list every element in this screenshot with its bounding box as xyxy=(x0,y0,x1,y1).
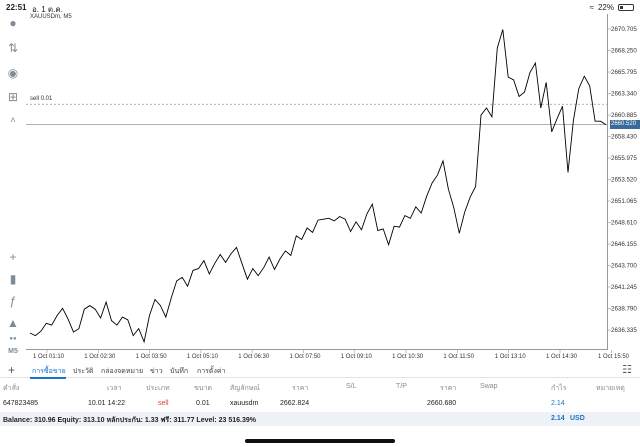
col-open-price: ราคา xyxy=(292,385,309,392)
time-tick-label: 1 Oct 09:10 xyxy=(341,354,373,359)
col-price: ราคา xyxy=(440,385,457,392)
candles-icon[interactable]: ▮ xyxy=(9,272,17,286)
time-tick-label: 1 Oct 14:30 xyxy=(546,354,578,359)
trade-arrows-icon[interactable]: ⇅ xyxy=(7,41,19,55)
price-tick-label: 2638.790 xyxy=(611,306,637,313)
table-row[interactable]: 647823485 10.01 14:22 sell 0.01 xauusdm … xyxy=(0,397,640,411)
col-size: ขนาด xyxy=(194,385,213,392)
balance-profit: 2.14 xyxy=(551,415,565,422)
bottom-tabs: + การซื้อขาย ประวัติ กล่องจดหมาย ข่าว บั… xyxy=(0,362,640,379)
tab-history[interactable]: ประวัติ xyxy=(73,368,94,375)
home-indicator xyxy=(245,439,395,443)
price-tick-label: 2655.975 xyxy=(611,155,637,162)
price-tick-label: 2660.885 xyxy=(611,112,637,119)
price-tick-label: 2651.065 xyxy=(611,198,637,205)
tab-underline xyxy=(30,377,66,379)
price-tick-label: 2668.250 xyxy=(611,48,637,55)
status-date: อ. 1 ต.ค. xyxy=(32,5,63,14)
chart-frame xyxy=(26,14,608,350)
battery-percent: 22% xyxy=(597,3,614,12)
tab-news[interactable]: ข่าว xyxy=(150,368,163,375)
current-price-tag: 2660.520 xyxy=(610,120,640,130)
chevron-up-icon[interactable]: ˄ xyxy=(10,115,16,125)
users-icon[interactable]: ●● xyxy=(9,336,17,342)
price-tick-label: 2665.795 xyxy=(611,69,637,76)
balance-currency: USD xyxy=(570,415,585,422)
price-tick-label: 2663.340 xyxy=(611,91,637,98)
col-time: เวลา xyxy=(107,385,122,392)
battery-level xyxy=(620,6,624,9)
crosshair-icon[interactable]: + xyxy=(9,250,17,264)
price-tick-label: 2636.335 xyxy=(611,327,637,334)
time-tick-label: 1 Oct 06:30 xyxy=(238,354,270,359)
price-tick-label: 2670.705 xyxy=(611,26,637,33)
col-tp: T/P xyxy=(396,383,407,390)
cell-time: 10.01 14:22 xyxy=(88,400,125,407)
balance-summary: Balance: 310.96 Equity: 313.10 หลักประกั… xyxy=(3,417,256,424)
account-icon[interactable]: ● xyxy=(9,16,17,30)
time-tick-label: 1 Oct 10:30 xyxy=(392,354,424,359)
price-tick-label: 2648.610 xyxy=(611,220,637,227)
wifi-icon: ≈ xyxy=(589,3,594,12)
time-tick-label: 1 Oct 15:50 xyxy=(598,354,630,359)
balance-bar: Balance: 310.96 Equity: 313.10 หลักประกั… xyxy=(0,412,640,426)
tab-journal[interactable]: บันทึก xyxy=(170,368,189,375)
col-sl: S/L xyxy=(346,383,357,390)
price-tick-label: 2646.155 xyxy=(611,241,637,248)
col-type: ประเภท xyxy=(146,385,170,392)
col-comment: หมายเหตุ xyxy=(596,385,625,392)
status-time: 22:51 xyxy=(6,3,27,12)
table-header: คำสั่ง เวลา ประเภท ขนาด สัญลักษณ์ ราคา S… xyxy=(0,380,640,394)
cell-type: sell xyxy=(158,400,169,407)
price-tick-label: 2641.245 xyxy=(611,284,637,291)
time-tick-label: 1 Oct 03:50 xyxy=(136,354,168,359)
layout-icon[interactable]: ☷ xyxy=(622,364,632,376)
sell-order-label: sell 0.01 xyxy=(30,96,53,103)
tab-mailbox[interactable]: กล่องจดหมาย xyxy=(101,368,144,375)
col-symbol: สัญลักษณ์ xyxy=(230,385,260,392)
time-tick-label: 1 Oct 11:50 xyxy=(443,354,474,359)
left-toolbar: ● ⇅ ◉ ⊞ ˄ + ▮ ƒ ▲ ●● M5 xyxy=(0,14,26,359)
chart-svg: 2670.705 2668.250 2665.795 2663.340 2660.885… xyxy=(26,26,637,359)
chat-icon[interactable]: ◉ xyxy=(7,66,19,80)
add-icon[interactable]: + xyxy=(8,363,16,377)
col-profit: กำไร xyxy=(551,385,567,392)
time-tick-label: 1 Oct 05:10 xyxy=(187,354,219,359)
status-bar: 22:51 อ. 1 ต.ค. ≈ 22% xyxy=(0,0,640,14)
cell-symbol: xauusdm xyxy=(230,400,259,407)
indicator-icon[interactable]: ƒ xyxy=(9,294,17,308)
battery-icon xyxy=(618,4,634,11)
time-tick-label: 1 Oct 02:30 xyxy=(84,354,116,359)
col-swap: Swap xyxy=(480,383,498,390)
col-order: คำสั่ง xyxy=(3,385,20,392)
price-tick-label: 2643.700 xyxy=(611,263,637,270)
time-tick-label: 1 Oct 07:50 xyxy=(290,354,322,359)
price-series-line xyxy=(29,29,607,344)
price-tick-label: 2653.520 xyxy=(611,177,637,184)
cell-open-price: 2662.824 xyxy=(280,400,310,407)
cell-price: 2660.680 xyxy=(427,400,457,407)
timeframe-icon[interactable]: M5 xyxy=(8,348,18,355)
price-tick-label: 2658.430 xyxy=(611,134,637,141)
new-order-icon[interactable]: ⊞ xyxy=(7,90,19,104)
symbol-label: XAUUSDm, M5 xyxy=(30,14,72,20)
time-tick-label: 1 Oct 01:10 xyxy=(33,354,65,359)
tab-trade[interactable]: การซื้อขาย xyxy=(32,368,66,375)
time-tick-label: 1 Oct 13:10 xyxy=(495,354,527,359)
objects-icon[interactable]: ▲ xyxy=(7,316,19,330)
price-chart[interactable]: 2670.705 2668.250 2665.795 2663.340 2660.885… xyxy=(26,14,640,359)
cell-order: 647823485 xyxy=(3,400,39,407)
status-right: ≈ 22% xyxy=(590,3,634,12)
tab-settings[interactable]: การตั้งค่า xyxy=(197,368,226,375)
cell-size: 0.01 xyxy=(196,400,210,407)
cell-profit: 2.14 xyxy=(551,400,565,407)
